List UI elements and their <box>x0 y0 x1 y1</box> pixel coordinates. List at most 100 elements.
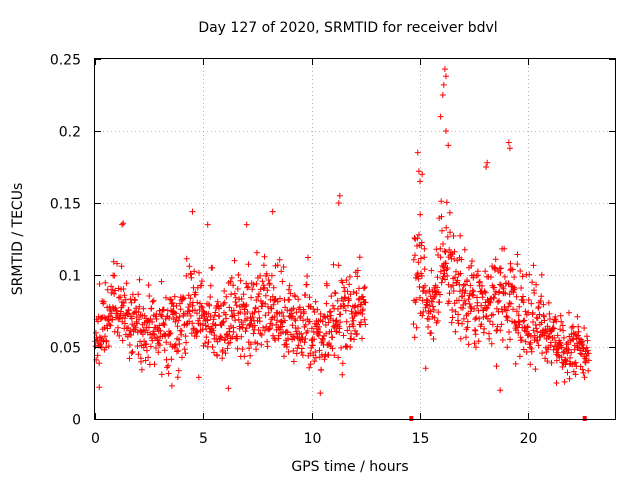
data-point <box>471 305 478 312</box>
data-point <box>106 321 113 328</box>
data-point <box>120 299 127 306</box>
data-point <box>476 315 483 322</box>
data-point <box>245 360 251 367</box>
data-point <box>225 385 232 392</box>
data-point <box>534 315 541 322</box>
data-point <box>135 351 142 358</box>
data-point <box>522 338 529 345</box>
data-point <box>475 272 481 279</box>
data-point <box>413 324 420 331</box>
data-point <box>189 208 196 215</box>
data-point <box>512 360 519 367</box>
data-point <box>131 297 138 304</box>
data-point <box>415 259 422 266</box>
data-point <box>491 284 498 291</box>
data-point <box>259 303 266 310</box>
data-point <box>243 221 250 228</box>
data-point <box>278 309 285 316</box>
data-point <box>557 339 564 346</box>
data-point <box>545 334 552 341</box>
data-point <box>340 332 347 339</box>
data-point <box>351 336 357 343</box>
data-point <box>148 305 155 312</box>
x-tick-label: 10 <box>304 431 322 447</box>
data-point <box>178 327 185 334</box>
plot-frame <box>94 58 616 420</box>
data-point <box>458 256 465 263</box>
data-point <box>437 245 444 252</box>
data-point <box>439 92 446 98</box>
data-point <box>197 321 204 328</box>
data-point <box>212 322 219 329</box>
data-point <box>486 318 493 325</box>
data-point <box>176 300 183 307</box>
data-point <box>462 300 469 307</box>
data-point <box>535 342 542 349</box>
data-point <box>565 341 572 348</box>
data-point <box>274 317 281 324</box>
chart-title: Day 127 of 2020, SRMTID for receiver bdv… <box>198 20 497 36</box>
data-point <box>566 309 572 316</box>
data-point <box>274 262 281 269</box>
data-point <box>422 282 428 289</box>
data-point <box>122 320 128 327</box>
data-point <box>478 321 485 328</box>
data-point <box>419 171 426 178</box>
data-point <box>210 316 217 323</box>
data-point <box>528 348 535 355</box>
data-point <box>135 309 142 315</box>
data-point <box>514 251 521 258</box>
data-point <box>320 336 326 343</box>
data-point <box>350 289 357 295</box>
data-point <box>127 327 134 334</box>
data-point <box>265 309 272 316</box>
data-point <box>96 281 103 287</box>
data-point <box>357 301 364 308</box>
data-point <box>427 308 434 315</box>
data-point <box>462 287 469 294</box>
data-point <box>557 326 564 333</box>
data-point <box>520 318 527 324</box>
data-point <box>579 366 586 373</box>
data-point <box>541 317 548 324</box>
data-point <box>284 329 291 336</box>
data-point <box>342 307 349 314</box>
y-tick-label: 0.15 <box>50 197 81 213</box>
data-point <box>337 319 344 326</box>
data-point <box>296 304 303 311</box>
data-point <box>457 232 464 239</box>
data-point <box>425 324 432 330</box>
data-point <box>298 345 305 352</box>
data-point <box>214 352 221 359</box>
data-point <box>465 341 472 348</box>
data-point <box>135 291 142 298</box>
data-point <box>504 314 511 321</box>
data-point <box>420 308 427 315</box>
data-point <box>489 321 496 328</box>
data-point <box>486 335 493 342</box>
y-tick-labels: 0 0.05 0.1 0.15 0.2 0.25 <box>50 53 81 429</box>
data-point <box>352 327 358 334</box>
data-point <box>488 340 495 347</box>
data-point <box>261 284 268 291</box>
data-point <box>136 303 143 310</box>
data-point <box>289 322 296 329</box>
data-point <box>209 344 216 350</box>
data-point <box>475 307 482 314</box>
data-point <box>341 284 347 291</box>
data-point <box>335 262 342 269</box>
data-point <box>233 302 240 309</box>
data-point <box>128 299 135 306</box>
data-point <box>261 327 268 334</box>
data-point <box>473 314 480 321</box>
data-point <box>353 290 360 297</box>
data-point <box>426 287 433 293</box>
data-point <box>460 315 467 322</box>
data-point <box>175 367 182 374</box>
data-point <box>442 249 449 255</box>
data-point <box>243 280 250 287</box>
data-point <box>220 318 227 325</box>
data-point <box>478 302 485 309</box>
data-point <box>172 310 179 317</box>
data-point <box>583 344 590 351</box>
